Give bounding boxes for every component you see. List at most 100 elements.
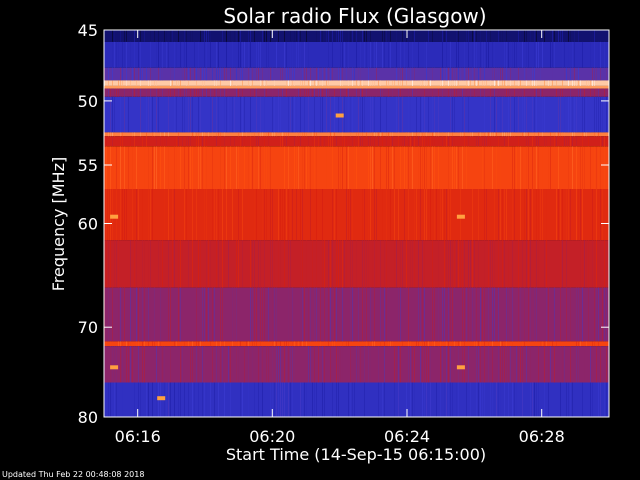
spectrum-texture [606, 67, 607, 81]
spectrum-texture [468, 146, 469, 189]
spectrum-texture [294, 146, 295, 189]
spectrum-texture [504, 382, 505, 417]
spectrum-texture [290, 80, 291, 86]
spectrum-texture [376, 67, 377, 81]
spectrum-texture [260, 341, 261, 347]
spectrum-texture [504, 96, 505, 133]
spectrum-texture [154, 132, 155, 137]
spectrum-texture [378, 80, 379, 86]
spectrum-texture [524, 30, 525, 42]
spectrum-texture [408, 88, 409, 97]
spectrum-texture [232, 341, 233, 347]
spectrum-texture [398, 287, 399, 342]
spectrum-texture [362, 96, 363, 133]
spectrum-texture [364, 30, 365, 42]
spectrum-texture [438, 96, 439, 133]
spectrum-texture [538, 240, 539, 288]
spectrum-texture [224, 96, 225, 133]
spectrum-texture [216, 80, 217, 86]
spectrum-texture [394, 80, 395, 86]
spectrum-texture [300, 96, 301, 133]
spectrum-texture [568, 189, 569, 241]
spectrum-texture [340, 346, 341, 383]
spectrum-texture [578, 189, 579, 241]
spectrum-texture [214, 189, 215, 241]
spectrum-texture [286, 189, 287, 241]
spectrum-texture [254, 189, 255, 241]
spectrum-texture [450, 41, 451, 68]
spectrum-texture [122, 80, 123, 86]
spectrum-texture [454, 88, 455, 97]
spectrum-texture [494, 67, 495, 81]
spectrum-texture [496, 80, 497, 86]
spectrum-texture [140, 96, 141, 133]
spectrum-texture [422, 240, 423, 288]
spectrum-texture [496, 96, 497, 133]
spectrum-texture [466, 382, 467, 417]
spectrum-texture [450, 67, 451, 81]
spectrum-texture [514, 382, 515, 417]
spectrum-texture [256, 96, 257, 133]
spectrum-texture [300, 382, 301, 417]
spectrum-texture [236, 88, 237, 97]
spectrum-texture [156, 146, 157, 189]
spectrum-texture [412, 41, 413, 68]
spectrum-texture [130, 80, 131, 86]
spectrum-texture [266, 41, 267, 68]
spectrum-texture [548, 287, 549, 342]
spectrum-texture [168, 287, 169, 342]
spectrum-texture [426, 382, 427, 417]
spectrum-texture [136, 287, 137, 342]
spectrum-texture [536, 382, 537, 417]
spectrum-texture [448, 136, 449, 147]
spectrum-texture [570, 136, 571, 147]
spectrum-texture [322, 136, 323, 147]
spectrum-texture [490, 80, 491, 86]
spectrum-texture [524, 189, 525, 241]
spectrum-texture [436, 189, 437, 241]
spectrum-texture [248, 341, 249, 347]
spectrum-texture [510, 88, 511, 97]
spectrum-texture [322, 346, 323, 383]
spectrum-texture [324, 287, 325, 342]
spectrum-texture [350, 240, 351, 288]
spectrum-texture [292, 287, 293, 342]
spectrum-texture [398, 189, 399, 241]
spectrum-texture [562, 30, 563, 42]
spectrum-texture [304, 382, 305, 417]
spectrum-texture [498, 189, 499, 241]
spectrum-texture [410, 67, 411, 81]
spectrum-texture [168, 240, 169, 288]
spectrum-texture [160, 41, 161, 68]
spectrum-texture [512, 287, 513, 342]
spectrum-texture [148, 80, 149, 86]
spectrum-texture [216, 41, 217, 68]
spectrum-texture [470, 240, 471, 288]
spectrum-texture [268, 67, 269, 81]
spectrum-texture [160, 146, 161, 189]
spectrum-texture [552, 41, 553, 68]
spectrum-texture [508, 96, 509, 133]
spectrum-texture [314, 132, 315, 137]
spectrum-texture [532, 80, 533, 86]
spectrum-texture [120, 146, 121, 189]
spectrum-texture [508, 382, 509, 417]
spectrum-texture [562, 240, 563, 288]
spectrum-texture [308, 96, 309, 133]
spectrum-texture [120, 346, 121, 383]
spectrum-texture [128, 96, 129, 133]
spectrum-texture [212, 96, 213, 133]
spectrum-texture [302, 146, 303, 189]
spectrum-texture [394, 146, 395, 189]
spectrum-texture [582, 240, 583, 288]
spectrum-texture [194, 88, 195, 97]
spectrum-texture [478, 341, 479, 347]
spectrum-texture [190, 146, 191, 189]
spectrum-texture [268, 41, 269, 68]
spectrum-texture [336, 136, 337, 147]
spectrum-texture [256, 136, 257, 147]
spectrum-texture [414, 346, 415, 383]
spectrum-texture [170, 80, 171, 86]
spectrum-texture [316, 80, 317, 86]
spectrum-texture [438, 146, 439, 189]
